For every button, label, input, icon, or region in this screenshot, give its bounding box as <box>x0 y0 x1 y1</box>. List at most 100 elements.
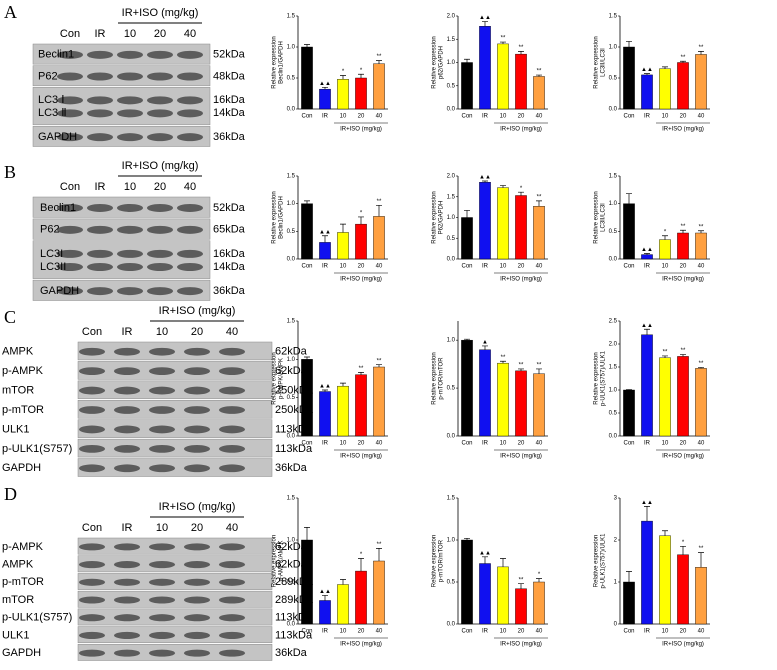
kda-label: 113kDa <box>275 443 313 455</box>
kda-label: 36kDa <box>275 647 308 659</box>
error-bar <box>358 558 364 572</box>
band <box>114 561 140 569</box>
band <box>219 367 245 376</box>
band <box>149 631 175 639</box>
bar <box>533 206 545 260</box>
error-bar <box>464 537 470 540</box>
band <box>149 464 175 473</box>
x-tick-label: Con <box>623 441 634 447</box>
significance: ** <box>699 361 704 367</box>
band <box>149 386 175 395</box>
y-axis-label: p-AMPK/AMPK <box>279 358 285 399</box>
error-bar <box>500 360 506 364</box>
row-label: LC3 Ⅱ <box>38 107 67 119</box>
y-axis-label: Relative expression <box>432 535 438 587</box>
lane-label: 20 <box>154 181 166 193</box>
bar <box>695 368 707 437</box>
band <box>87 96 113 105</box>
y-tick-label: 0 <box>614 622 618 628</box>
band <box>184 561 210 569</box>
significance: ** <box>359 366 364 372</box>
band <box>149 347 175 356</box>
band <box>79 596 105 604</box>
x-tick-label: Con <box>301 441 312 447</box>
x-tick-label: 40 <box>698 629 705 635</box>
group-label: IR+ISO (mg/kg) <box>340 642 382 648</box>
group-label: IR+ISO (mg/kg) <box>340 454 382 460</box>
kda-label: 65kDa <box>213 224 246 236</box>
band <box>114 631 140 639</box>
band <box>57 133 83 142</box>
group-label: IR+ISO (mg/kg) <box>340 277 382 283</box>
bar <box>515 370 527 437</box>
row-label: GAPDH <box>38 131 77 143</box>
significance: ** <box>699 224 704 230</box>
y-axis-label: p-mTOR/mTOR <box>439 539 445 582</box>
band <box>114 578 140 586</box>
band <box>114 347 140 356</box>
y-tick-label: 1.5 <box>609 14 618 20</box>
y-tick-label: 0.5 <box>609 411 618 417</box>
x-tick-label: 20 <box>518 264 525 270</box>
error-bar <box>518 368 524 371</box>
band <box>184 347 210 356</box>
significance: ** <box>519 362 524 368</box>
band <box>177 50 203 59</box>
row-label: AMPK <box>2 346 34 358</box>
band <box>219 561 245 569</box>
x-tick-label: IR <box>322 114 329 120</box>
bar <box>695 567 707 625</box>
bar <box>497 362 509 437</box>
x-tick-label: 20 <box>680 441 687 447</box>
band <box>57 263 83 271</box>
kda-label: 113kDa <box>275 629 313 641</box>
error-bar <box>626 193 632 204</box>
x-tick-label: 40 <box>376 629 383 635</box>
group-label: IR+ISO (mg/kg) <box>500 454 542 460</box>
bar <box>373 216 385 260</box>
band <box>79 649 105 657</box>
band <box>149 596 175 604</box>
error-bar <box>322 389 328 392</box>
error-bar <box>698 50 704 55</box>
y-tick-label: 0.0 <box>609 107 618 113</box>
error-bar <box>626 41 632 47</box>
x-tick-label: Con <box>301 114 312 120</box>
error-bar <box>358 216 364 225</box>
x-tick-label: 40 <box>698 264 705 270</box>
y-tick-label: 1.0 <box>447 215 456 221</box>
band <box>79 464 105 473</box>
error-bar <box>536 578 542 582</box>
x-tick-label: 40 <box>376 114 383 120</box>
error-bar <box>644 506 650 522</box>
significance: ** <box>377 199 382 205</box>
group-label: IR+ISO (mg/kg) <box>500 127 542 133</box>
lane-label: 40 <box>184 181 196 193</box>
bar <box>479 26 491 110</box>
y-tick-label: 0.5 <box>447 386 456 392</box>
band <box>149 543 175 551</box>
y-axis-label: Beclin1/GAPDH <box>279 196 285 239</box>
bar <box>319 600 331 625</box>
x-tick-label: Con <box>623 114 634 120</box>
band <box>147 287 173 296</box>
kda-label: 14kDa <box>213 261 246 273</box>
error-bar <box>662 66 668 69</box>
error-bar <box>518 50 524 55</box>
bar <box>677 62 689 110</box>
band <box>177 96 203 105</box>
y-tick-label: 0.5 <box>287 76 296 82</box>
band <box>149 578 175 586</box>
error-bar <box>536 200 542 207</box>
error-bar <box>698 367 704 369</box>
error-bar <box>482 180 488 183</box>
error-bar <box>500 41 506 44</box>
group-label: IR+ISO (mg/kg) <box>662 277 704 283</box>
row-label: p-AMPK <box>2 365 44 377</box>
y-tick-label: 1.0 <box>609 388 618 394</box>
error-bar <box>698 230 704 233</box>
bar <box>461 62 473 110</box>
band <box>117 96 143 105</box>
significance: ▲▲ <box>479 550 491 556</box>
